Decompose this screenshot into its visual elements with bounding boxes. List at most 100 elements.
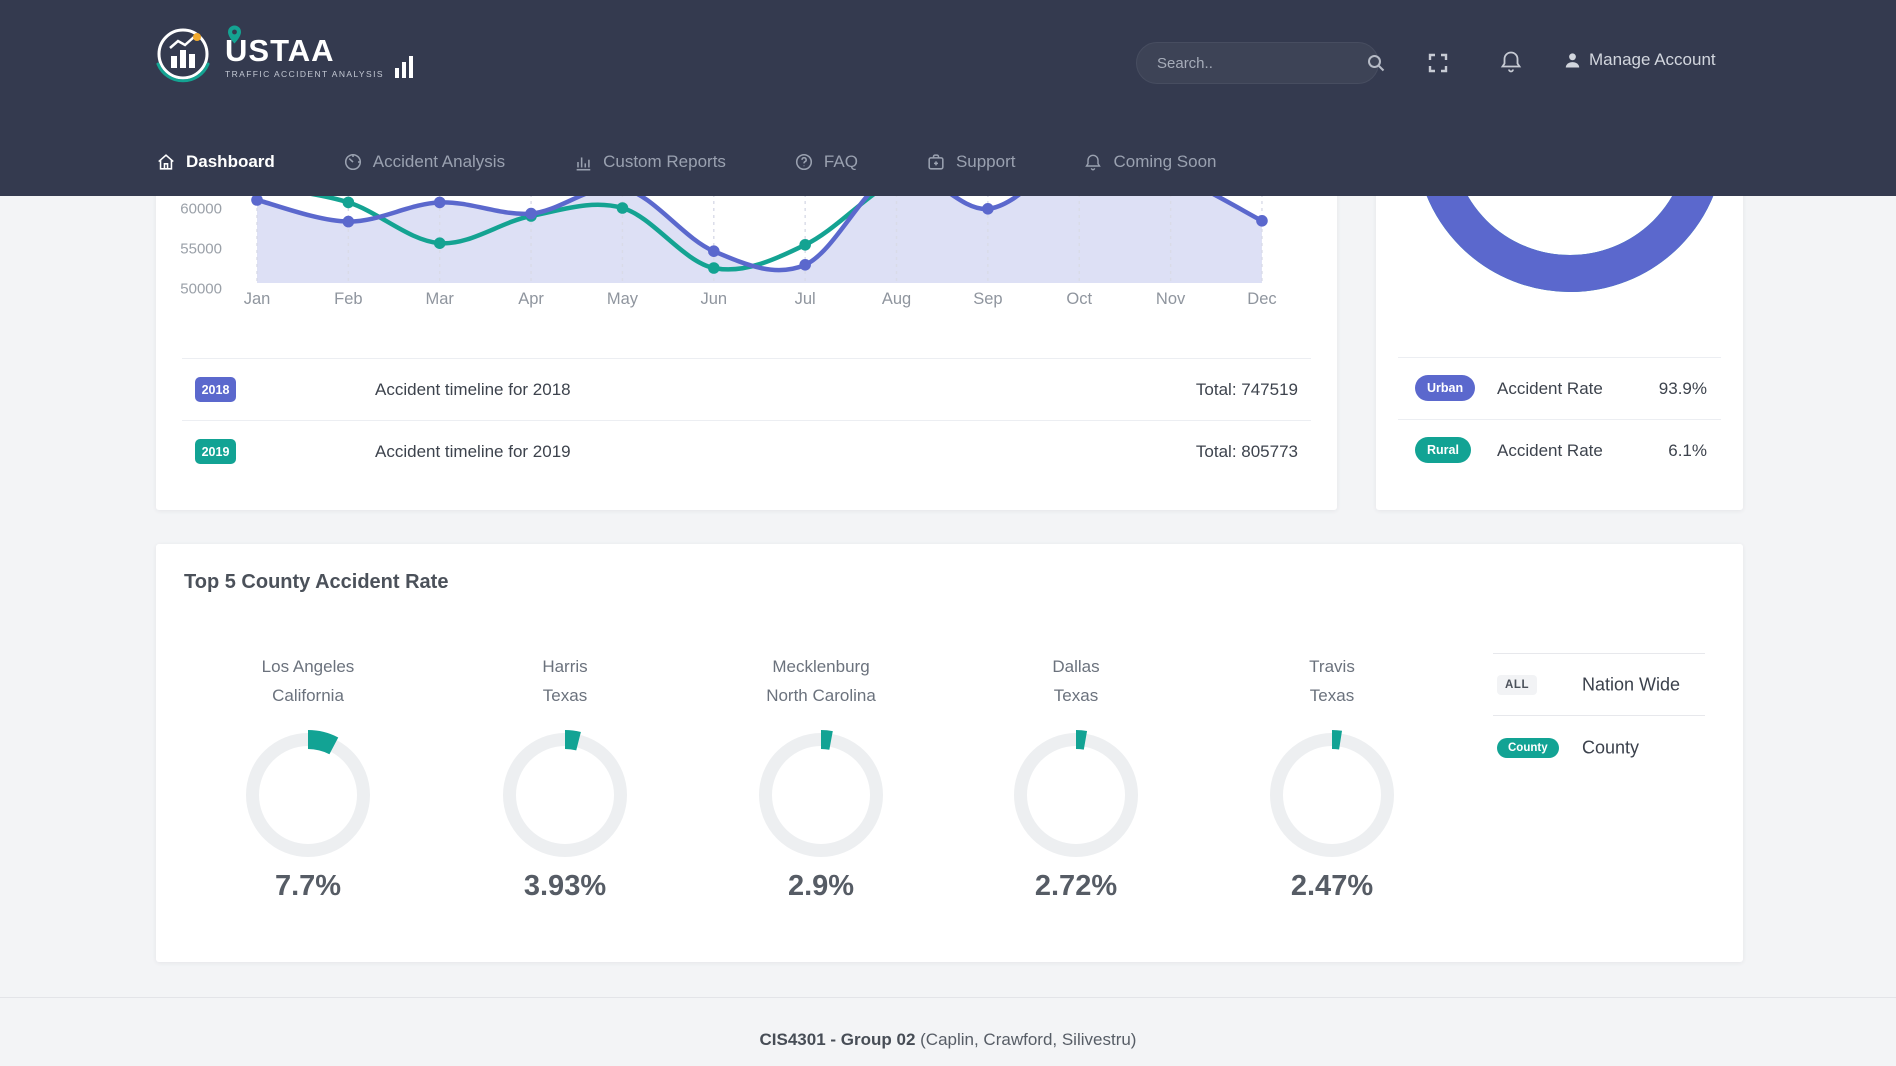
legend-label-county: County [1582, 737, 1640, 757]
year-badge-2018: 2018 [195, 377, 236, 402]
rate-row-label: Accident Rate [1497, 378, 1603, 398]
search-box [1136, 42, 1385, 84]
footer-divider [0, 997, 1896, 998]
nav-item-dashboard[interactable]: Dashboard [156, 152, 275, 172]
legend-label-nationwide: Nation Wide [1582, 674, 1681, 694]
manage-account-button[interactable]: Manage Account [1564, 50, 1716, 70]
bell-icon [1085, 154, 1102, 170]
county-name: Dallas [1052, 657, 1100, 676]
svg-text:Mar: Mar [426, 290, 455, 308]
year-badge-2019: 2019 [195, 439, 236, 464]
svg-text:Feb: Feb [334, 290, 362, 308]
svg-text:Nov: Nov [1156, 290, 1186, 308]
county-state: Texas [1053, 686, 1099, 705]
county-name: Los Angeles [261, 657, 355, 676]
nav-label: Accident Analysis [372, 151, 506, 171]
first-aid-kit-icon [928, 153, 944, 170]
legend-row-nationwide: ALL Nation Wide [1493, 653, 1705, 715]
bar-chart-icon [576, 156, 591, 170]
county-percent: 2.72% [1034, 870, 1118, 902]
rate-row-rural: Rural Accident Rate 6.1% [1398, 419, 1721, 481]
nav-label: Custom Reports [603, 151, 726, 171]
county-state: Texas [1309, 686, 1355, 705]
county-gauge-chart [756, 730, 886, 860]
county-name: Mecklenburg [772, 657, 870, 676]
svg-text:Dec: Dec [1247, 290, 1276, 308]
search-input[interactable] [1137, 54, 1366, 72]
svg-text:Jun: Jun [700, 290, 727, 308]
logo-bars-icon [394, 56, 413, 78]
rural-rate-value: 6.1% [1668, 440, 1707, 460]
rural-badge: Rural [1415, 437, 1471, 463]
svg-text:Jul: Jul [795, 290, 816, 308]
rate-row-label: Accident Rate [1497, 440, 1603, 460]
search-icon[interactable] [1366, 42, 1386, 84]
county-gauge-chart [500, 730, 630, 860]
nav-item-accident-analysis[interactable]: Accident Analysis [343, 152, 505, 172]
svg-text:Apr: Apr [518, 290, 544, 308]
county-column-travis: Travis Texas 2.47% [1222, 652, 1442, 914]
timeline-total-2018: Total: 747519 [1195, 379, 1298, 399]
county-badge: County [1497, 737, 1559, 758]
svg-text:Sep: Sep [973, 290, 1002, 308]
svg-text:Jan: Jan [244, 290, 271, 308]
county-column-mecklenburg: Mecklenburg North Carolina 2.9% [711, 652, 931, 914]
county-state: North Carolina [766, 686, 876, 705]
home-icon [158, 153, 174, 170]
county-percent: 3.93% [523, 870, 607, 902]
nav-item-coming-soon[interactable]: Coming Soon [1083, 151, 1217, 172]
svg-text:60000: 60000 [180, 201, 222, 218]
county-percent: 2.9% [787, 870, 855, 902]
all-badge: ALL [1497, 674, 1538, 695]
svg-text:Aug: Aug [882, 290, 911, 308]
timeline-total-2019: Total: 805773 [1195, 441, 1298, 461]
county-gauge-chart [1267, 730, 1397, 860]
logo-title: USTAA [225, 33, 335, 68]
county-gauge-chart [243, 730, 373, 860]
svg-text:Oct: Oct [1066, 290, 1092, 308]
county-card-title: Top 5 County Accident Rate [184, 571, 449, 593]
nav-label: Coming Soon [1113, 151, 1217, 171]
manage-account-label: Manage Account [1589, 50, 1716, 69]
county-name: Harris [542, 657, 588, 676]
county-percent: 7.7% [274, 870, 342, 902]
fullscreen-icon[interactable] [1427, 52, 1449, 74]
nav-item-custom-reports[interactable]: Custom Reports [573, 152, 726, 172]
rate-row-urban: Urban Accident Rate 93.9% [1398, 357, 1721, 419]
nav-item-support[interactable]: Support [926, 152, 1015, 172]
county-state: Texas [542, 686, 588, 705]
logo-subtitle: TRAFFIC ACCIDENT ANALYSIS [225, 69, 384, 79]
svg-text:May: May [607, 290, 639, 308]
timeline-legend-row-2019: 2019 Accident timeline for 2019 Total: 8… [182, 420, 1311, 482]
county-column-dallas: Dallas Texas 2.72% [966, 652, 1186, 914]
top5-county-card: Top 5 County Accident Rate Los Angeles Ca… [156, 544, 1743, 962]
logo[interactable]: USTAA TRAFFIC ACCIDENT ANALYSIS [152, 24, 413, 90]
county-column-los-angeles: Los Angeles California 7.7% [198, 652, 418, 914]
person-icon [1565, 52, 1580, 67]
footer-group: CIS4301 - Group 02 [759, 1030, 916, 1049]
county-percent: 2.47% [1290, 870, 1374, 902]
gauge-icon [344, 153, 361, 170]
legend-row-county: County County [1493, 715, 1705, 779]
timeline-legend-row-2018: 2018 Accident timeline for 2018 Total: 7… [182, 358, 1311, 420]
nav-label: Dashboard [186, 151, 275, 171]
nav-label: FAQ [823, 151, 858, 171]
timeline-legend-label: Accident timeline for 2019 [375, 441, 571, 461]
urban-badge: Urban [1415, 375, 1476, 401]
footer-members: (Caplin, Crawford, Silivestru) [915, 1030, 1137, 1049]
urban-rate-value: 93.9% [1658, 378, 1707, 398]
county-state: California [272, 686, 344, 705]
question-circle-icon [795, 153, 812, 170]
county-column-harris: Harris Texas 3.93% [455, 652, 675, 914]
logo-text: USTAA TRAFFIC ACCIDENT ANALYSIS [225, 25, 384, 79]
county-name: Travis [1309, 657, 1355, 676]
svg-text:50000: 50000 [180, 281, 222, 298]
app-header: USTAA TRAFFIC ACCIDENT ANALYSIS Manage A… [0, 0, 1896, 196]
timeline-legend-label: Accident timeline for 2018 [375, 379, 571, 399]
main-nav: Dashboard Accident Analysis Custom Repor… [156, 127, 1217, 196]
footer-credit: CIS4301 - Group 02 (Caplin, Crawford, Si… [0, 1030, 1896, 1050]
map-pin-icon [228, 25, 241, 44]
notifications-bell-icon[interactable] [1499, 49, 1523, 75]
nav-item-faq[interactable]: FAQ [794, 152, 858, 172]
svg-text:55000: 55000 [180, 241, 222, 258]
